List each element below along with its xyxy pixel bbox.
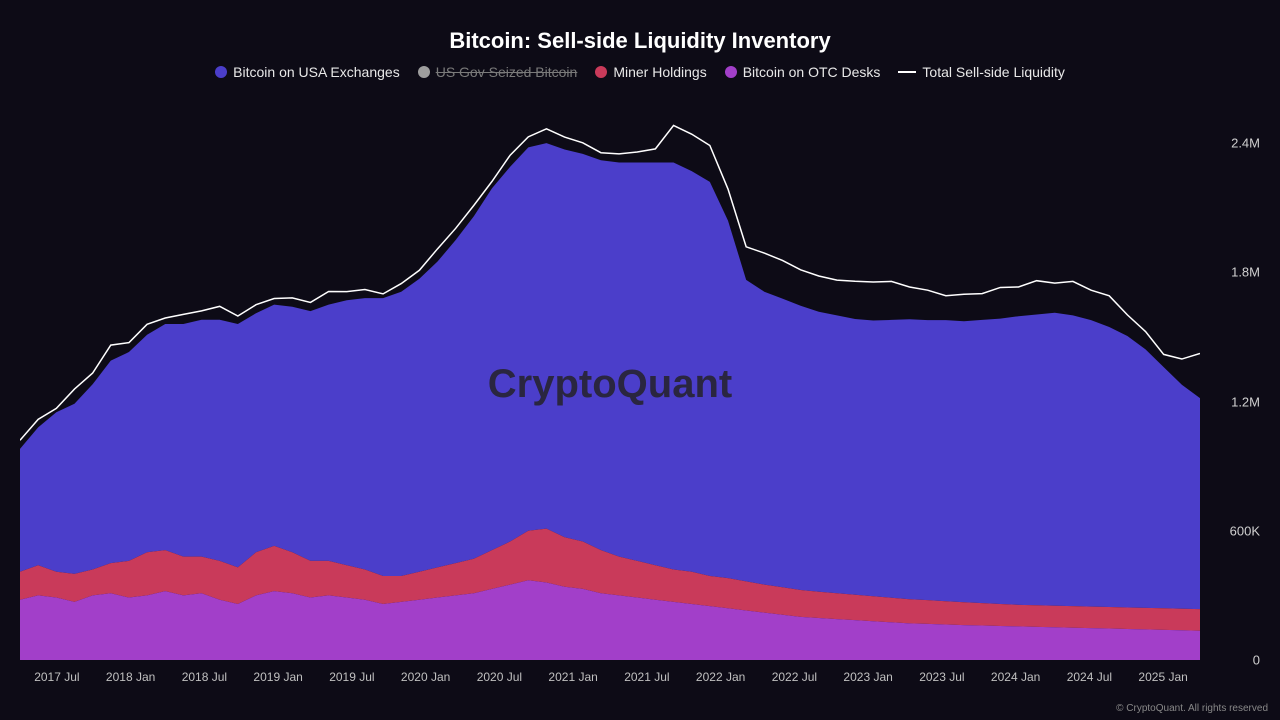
legend-line-icon	[898, 71, 916, 73]
legend-label: Miner Holdings	[613, 64, 706, 80]
legend-label: Bitcoin on OTC Desks	[743, 64, 881, 80]
x-axis-tick-label: 2023 Jul	[919, 670, 964, 684]
plot-area[interactable]: CryptoQuant 0600K1.2M1.8M2.4M	[20, 100, 1200, 660]
chart-legend: Bitcoin on USA Exchanges US Gov Seized B…	[0, 64, 1280, 80]
x-axis: 2017 Jul 2018 Jan 2018 Jul 2019 Jan 2019 Jul…	[20, 670, 1200, 690]
chart-title: Bitcoin: Sell-side Liquidity Inventory	[0, 0, 1280, 54]
y-axis-tick-label: 0	[1253, 653, 1260, 668]
x-axis-tick-label: 2023 Jan	[843, 670, 892, 684]
x-axis-tick-label: 2022 Jul	[772, 670, 817, 684]
legend-swatch-icon	[595, 66, 607, 78]
x-axis-tick-label: 2024 Jul	[1067, 670, 1112, 684]
legend-label: US Gov Seized Bitcoin	[436, 64, 578, 80]
y-axis-tick-label: 2.4M	[1231, 136, 1260, 151]
legend-item-miner-holdings[interactable]: Miner Holdings	[595, 64, 706, 80]
x-axis-tick-label: 2021 Jul	[624, 670, 669, 684]
x-axis-tick-label: 2020 Jul	[477, 670, 522, 684]
x-axis-tick-label: 2020 Jan	[401, 670, 450, 684]
chart-svg	[20, 100, 1200, 660]
legend-swatch-icon	[215, 66, 227, 78]
x-axis-tick-label: 2018 Jul	[182, 670, 227, 684]
legend-label: Bitcoin on USA Exchanges	[233, 64, 400, 80]
x-axis-tick-label: 2017 Jul	[34, 670, 79, 684]
x-axis-tick-label: 2019 Jul	[329, 670, 374, 684]
x-axis-tick-label: 2021 Jan	[548, 670, 597, 684]
legend-swatch-icon	[418, 66, 430, 78]
legend-item-otc-desks[interactable]: Bitcoin on OTC Desks	[725, 64, 881, 80]
x-axis-tick-label: 2025 Jan	[1138, 670, 1187, 684]
legend-item-usa-exchanges[interactable]: Bitcoin on USA Exchanges	[215, 64, 400, 80]
legend-item-total-line[interactable]: Total Sell-side Liquidity	[898, 64, 1064, 80]
x-axis-tick-label: 2022 Jan	[696, 670, 745, 684]
copyright-text: © CryptoQuant. All rights reserved	[1116, 703, 1268, 714]
legend-label: Total Sell-side Liquidity	[922, 64, 1064, 80]
legend-swatch-icon	[725, 66, 737, 78]
legend-item-us-gov-seized[interactable]: US Gov Seized Bitcoin	[418, 64, 578, 80]
x-axis-tick-label: 2018 Jan	[106, 670, 155, 684]
y-axis-tick-label: 1.8M	[1231, 265, 1260, 280]
x-axis-tick-label: 2024 Jan	[991, 670, 1040, 684]
y-axis-tick-label: 1.2M	[1231, 394, 1260, 409]
y-axis-tick-label: 600K	[1230, 523, 1260, 538]
area-series	[20, 143, 1200, 609]
x-axis-tick-label: 2019 Jan	[253, 670, 302, 684]
chart-container: Bitcoin: Sell-side Liquidity Inventory B…	[0, 0, 1280, 720]
